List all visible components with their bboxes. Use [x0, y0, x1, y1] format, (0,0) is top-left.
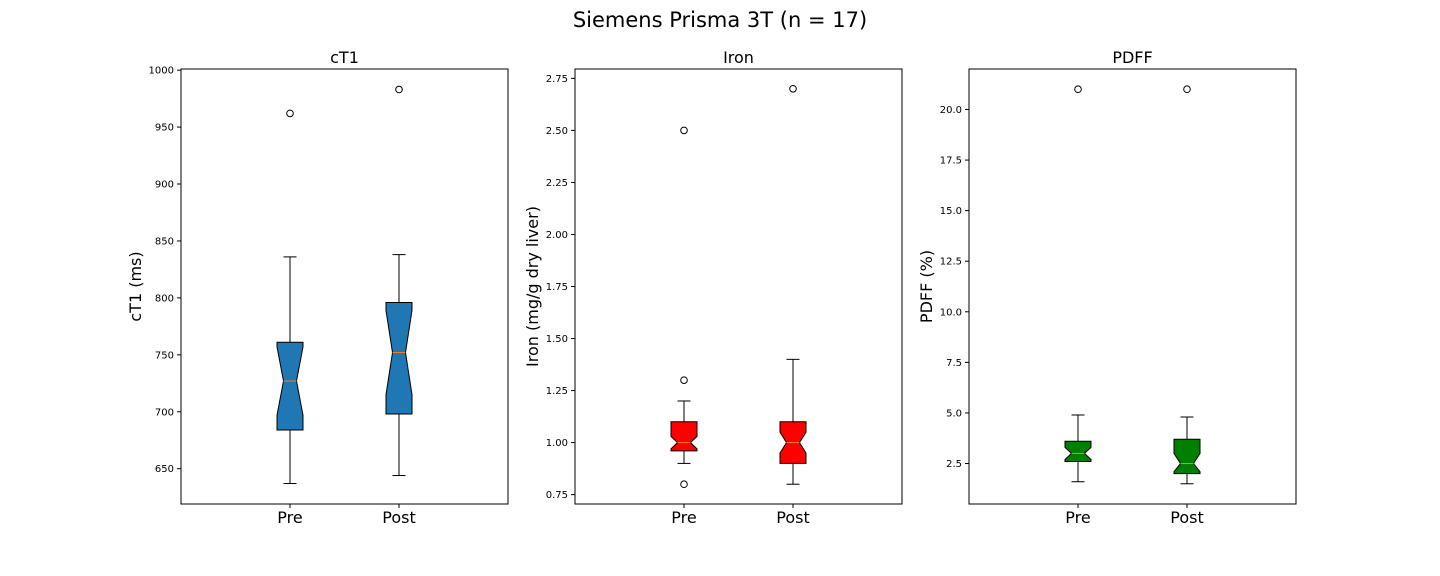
axes-frame — [968, 68, 1297, 505]
box-post — [1173, 85, 1201, 485]
y-axis-label: PDFF (%) — [917, 250, 936, 323]
panel-ct1: cT1 650 700 750 800 850 900 950 1000 cT1 (ms) Pre P… — [126, 48, 509, 527]
y-tick-label: 0.75 — [546, 490, 568, 501]
panel-title: Iron — [723, 48, 754, 67]
y-tick-label: 2.5 — [946, 459, 962, 470]
y-tick-label: 800 — [155, 293, 174, 304]
y-tick-label: 650 — [155, 464, 174, 475]
box-post — [779, 84, 807, 485]
x-tick-label: Post — [382, 508, 415, 527]
axes-frame — [180, 68, 509, 505]
box-body — [276, 341, 304, 431]
outlier-point — [1183, 85, 1191, 94]
outlier-point — [680, 376, 688, 384]
box-pre — [276, 109, 304, 485]
axes-frame — [574, 68, 903, 505]
x-tick-label: Pre — [671, 508, 696, 527]
outlier-point — [286, 109, 294, 118]
box-body — [1064, 440, 1092, 463]
y-tick-label: 7.5 — [946, 358, 962, 369]
panel-iron: Iron 0.75 1.00 1.25 1.50 1.75 2.00 2.25 2.50 2.75… — [523, 48, 903, 527]
y-tick-label: 12.5 — [940, 257, 962, 268]
y-tick-label: 950 — [155, 123, 174, 134]
outlier-point — [789, 84, 797, 93]
x-tick-label: Pre — [1065, 508, 1090, 527]
y-tick-label: 750 — [155, 350, 174, 361]
outlier-point — [680, 126, 688, 135]
x-tick-label: Post — [776, 508, 809, 527]
y-tick-label: 2.50 — [546, 126, 568, 137]
y-axis-label: cT1 (ms) — [126, 251, 145, 321]
y-tick-label: 2.75 — [546, 74, 568, 85]
figure-title: Siemens Prisma 3T (n = 17) — [573, 8, 867, 32]
y-tick-label: 900 — [155, 180, 174, 191]
y-tick-label: 2.00 — [546, 230, 568, 241]
y-axis-label: Iron (mg/g dry liver) — [523, 206, 542, 367]
panel-pdff: PDFF 2.5 5.0 7.5 10.0 12.5 15.0 17.5 20.0 PDFF (%… — [917, 48, 1297, 527]
y-tick-label: 1.50 — [546, 334, 568, 345]
y-tick-label: 15.0 — [940, 206, 962, 217]
box-pre — [1064, 85, 1092, 483]
y-tick-label: 5.0 — [946, 408, 962, 419]
panel-title: PDFF — [1112, 48, 1152, 67]
outlier-point — [395, 85, 403, 94]
box-body — [670, 421, 698, 452]
outlier-point — [680, 480, 688, 489]
y-tick-label: 850 — [155, 236, 174, 247]
y-tick-label: 1000 — [149, 66, 174, 77]
box-body — [385, 301, 413, 415]
x-tick-label: Post — [1170, 508, 1203, 527]
y-tick-label: 2.25 — [546, 178, 568, 189]
y-tick-label: 1.75 — [546, 282, 568, 293]
panel-title: cT1 — [330, 48, 359, 67]
y-tick-label: 1.00 — [546, 438, 568, 449]
y-tick-label: 700 — [155, 407, 174, 418]
box-post — [385, 85, 413, 477]
y-tick-label: 17.5 — [940, 156, 962, 167]
box-body — [1173, 438, 1201, 475]
outlier-point — [1074, 85, 1082, 94]
y-tick-label: 20.0 — [940, 105, 962, 116]
box-pre — [670, 126, 698, 489]
x-tick-label: Pre — [277, 508, 302, 527]
y-tick-label: 1.25 — [546, 386, 568, 397]
y-tick-label: 10.0 — [940, 307, 962, 318]
